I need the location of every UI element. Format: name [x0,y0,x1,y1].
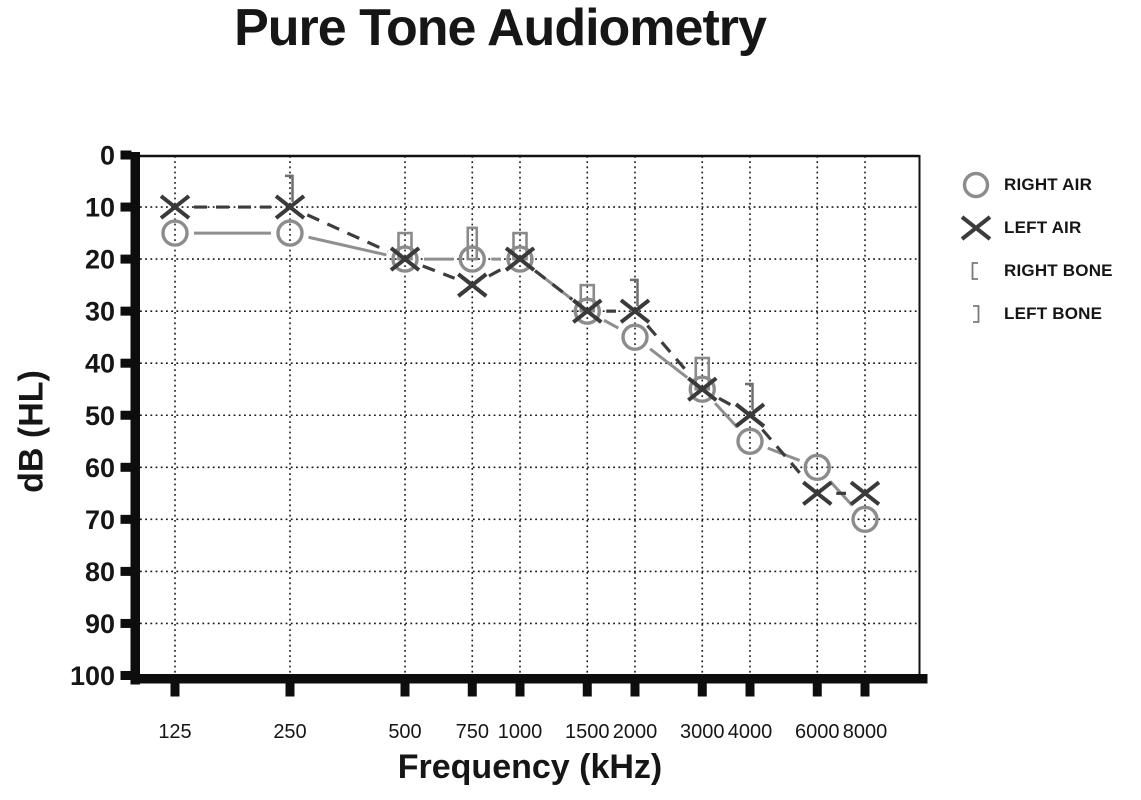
y-tick-labels: 0 10 20 30 40 50 60 70 80 90 100 [70,141,115,692]
left-air-point-1500 [572,298,603,324]
right-air-point-8000 [851,505,879,534]
legend-item-right-air: RIGHT AIR [958,163,1113,206]
right-air-point-1500 [573,297,601,325]
legend-label: LEFT BONE [1004,303,1103,323]
left-air-markers [159,194,881,506]
bone-marker-2000 [630,278,639,306]
x-tick-label: 8000 [843,721,888,743]
left-air-point-1000 [504,246,536,272]
x-tick-label: 500 [388,721,421,743]
left-air-point-125 [159,194,191,220]
x-tick-label: 125 [158,721,191,743]
legend-item-left-bone: LEFT BONE [958,292,1113,335]
right-air-point-125 [161,219,189,247]
x-tick-label: 1500 [565,721,610,743]
right-air-point-1000 [506,245,534,273]
axes [120,150,928,697]
y-tick-label: 80 [85,557,115,587]
left-bracket-marker-icon [958,296,994,332]
x-tick-label: 3000 [680,721,725,743]
y-tick-label: 100 [70,661,115,691]
y-tick-label: 0 [100,141,115,171]
gridlines [140,156,920,675]
legend-item-right-bone: RIGHT BONE [958,249,1113,292]
x-axis-label: Frequency (kHz) [397,748,663,786]
left-air-point-8000 [849,480,881,506]
right-air-line [194,231,854,507]
y-axis-line [130,152,140,685]
x-axis-line [130,674,928,684]
left-air-line [194,205,846,495]
legend-label: LEFT AIR [1004,217,1082,237]
right-air-markers [161,219,879,534]
bone-marker-4000 [745,382,754,411]
y-tick-label: 40 [85,349,115,379]
right-air-point-500 [391,245,419,273]
x-tick-label: 2000 [613,721,658,743]
y-tick-label: 20 [85,245,115,275]
right-air-point-250 [276,219,304,247]
bone-marker-750 [466,226,479,261]
left-air-point-750 [457,272,488,298]
left-air-point-500 [389,246,421,272]
left-air-point-250 [274,194,306,220]
right-air-point-2000 [621,323,649,351]
legend-label: RIGHT BONE [1004,260,1113,280]
y-tick-label: 60 [85,453,115,483]
legend-item-left-air: LEFT AIR [958,206,1113,249]
x-tick-label: 6000 [795,721,840,743]
circle-marker-icon [958,167,994,203]
y-tick-label: 90 [85,609,115,639]
x-tick-label: 250 [273,721,306,743]
page-title: Pure Tone Audiometry [234,0,767,57]
y-tick-label: 10 [85,193,115,223]
x-tick-label: 4000 [728,721,773,743]
left-air-point-6000 [802,480,833,506]
bone-marker-250 [285,174,294,202]
right-air-point-3000 [688,375,716,403]
left-air-point-3000 [687,376,718,402]
right-bracket-marker-icon [958,253,994,289]
left-air-point-2000 [619,298,651,324]
x-tick-label: 750 [456,721,489,743]
right-air-point-6000 [803,453,831,481]
y-tick-label: 50 [85,401,115,431]
right-air-point-750 [458,245,486,273]
legend: RIGHT AIR LEFT AIR RIGHT BONE LEFT BONE [958,163,1113,335]
x-tick-label: 1000 [498,721,543,743]
left-air-point-4000 [734,402,766,428]
x-marker-icon [958,210,994,246]
right-air-point-4000 [736,427,764,455]
x-tick-labels: 125 250 500 750 1000 1500 2000 3000 4000 6000 8000 [158,721,887,743]
y-tick-label: 70 [85,505,115,535]
legend-label: RIGHT AIR [1004,174,1093,194]
y-tick-label: 30 [85,297,115,327]
